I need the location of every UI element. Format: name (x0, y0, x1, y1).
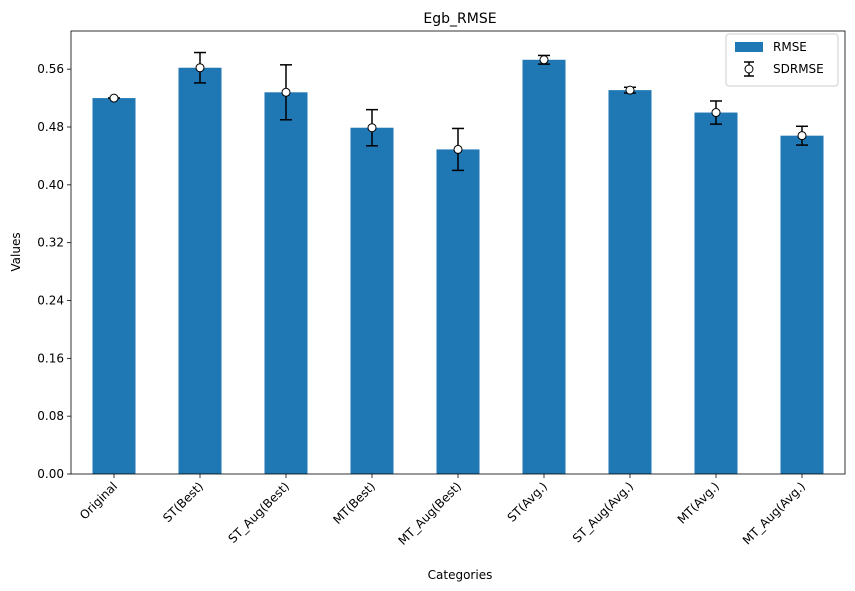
legend-sdrmse-marker (744, 64, 754, 74)
bar (436, 149, 480, 475)
error-marker (281, 87, 291, 97)
y-axis-label: Values (9, 232, 23, 271)
legend: RMSE SDRMSE (725, 33, 839, 87)
error-marker (195, 63, 205, 73)
x-axis-label: Categories (428, 568, 493, 582)
error-marker (539, 55, 549, 65)
bar (694, 112, 738, 475)
bar (92, 98, 136, 475)
error-marker (711, 108, 721, 118)
error-marker (625, 85, 635, 95)
legend-sdrmse-label: SDRMSE (773, 62, 824, 76)
bar (350, 127, 394, 474)
y-tick-label: 0.48 (37, 120, 64, 134)
y-tick-label: 0.56 (37, 62, 64, 76)
y-tick-label: 0.24 (37, 294, 64, 308)
error-marker (109, 93, 119, 103)
bar (608, 90, 652, 474)
bar (264, 92, 308, 475)
legend-rmse-swatch (735, 42, 763, 52)
error-marker (367, 123, 377, 133)
legend-rmse-label: RMSE (773, 40, 807, 54)
error-marker (797, 131, 807, 141)
bar (178, 67, 222, 475)
y-tick-label: 0.32 (37, 236, 64, 250)
bar (522, 59, 566, 475)
error-marker (453, 144, 463, 154)
chart-title: Egb_RMSE (423, 11, 496, 27)
y-tick-label: 0.00 (37, 467, 64, 481)
axes-frame (70, 30, 846, 475)
bar (780, 135, 824, 474)
y-tick-label: 0.16 (37, 351, 64, 365)
y-tick-label: 0.40 (37, 178, 64, 192)
y-tick-label: 0.08 (37, 409, 64, 423)
